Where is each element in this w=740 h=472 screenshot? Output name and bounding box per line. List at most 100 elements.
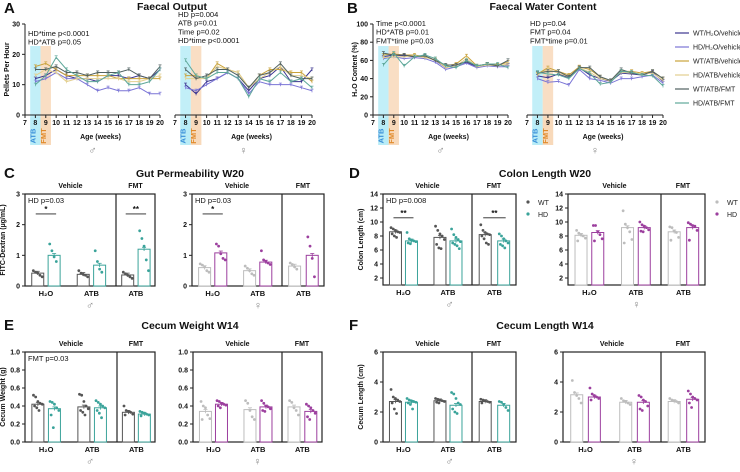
x-tick-label: 14 (596, 120, 604, 127)
data-point (598, 233, 602, 237)
y-tick-label: 20 (12, 52, 20, 59)
group-header-fmt: FMT (487, 341, 502, 348)
data-point (502, 237, 506, 241)
y-tick-label: 12 (370, 206, 378, 213)
x-tick-label: 10 (52, 120, 60, 127)
data-point (126, 410, 130, 413)
bar-hd (404, 240, 418, 286)
data-point (79, 271, 83, 275)
bar-hd (214, 403, 228, 443)
data-point (123, 413, 127, 417)
data-point (139, 414, 143, 418)
x-axis-label: Age (weeks) (80, 134, 121, 141)
category-label: H₂O (582, 288, 597, 297)
data-point (695, 398, 699, 402)
significance-label: ** (133, 205, 140, 214)
data-point (215, 399, 219, 402)
legend-label: WT/ATB/vehicle (693, 59, 740, 66)
data-point (442, 238, 446, 241)
group-header-fmt: FMT (676, 183, 691, 190)
data-point (480, 234, 484, 238)
data-point (481, 398, 485, 402)
data-point (142, 411, 146, 415)
data-point (205, 269, 209, 273)
y-tick-label: 2 (559, 276, 563, 283)
plot-frame (191, 193, 325, 287)
data-point (201, 404, 205, 408)
category-label: ATB (676, 288, 691, 297)
data-point (50, 401, 54, 404)
stat-annotation: HD*ATB p=0.05 (28, 38, 81, 47)
data-point (628, 403, 632, 406)
y-tick-label: 10 (555, 220, 563, 227)
bar-wt (243, 409, 257, 443)
y-tick-label: 3 (183, 192, 187, 199)
bar-hd (47, 408, 61, 443)
sex-symbol: ♂ (445, 456, 453, 468)
data-point (626, 401, 630, 405)
panel-letter: B (347, 0, 358, 17)
bar-wt (388, 231, 402, 286)
data-point (407, 237, 411, 241)
stat-annotation: HD p=0.03 (195, 196, 231, 205)
data-point (691, 224, 695, 227)
y-tick-label: 0.6 (10, 386, 20, 393)
stat-annotation: Time p=0.02 (178, 27, 220, 36)
data-point (405, 397, 409, 400)
y-tick-label: 2 (183, 222, 187, 229)
group-header-vehicle: Vehicle (58, 183, 82, 190)
group-header-vehicle: Vehicle (600, 341, 624, 348)
band-label: ATB (179, 128, 188, 143)
stat-annotation: FMT p=0.03 (28, 354, 69, 363)
y-tick-label: 80 (360, 40, 368, 47)
data-point (642, 224, 646, 228)
data-point (34, 395, 38, 399)
data-point (306, 235, 310, 239)
x-tick-label: 13 (83, 120, 91, 127)
stat-annotation: HD*time p<0.0001 (178, 36, 240, 45)
bar-wt (198, 267, 212, 287)
data-point (206, 413, 210, 417)
data-point (411, 407, 414, 411)
legend-label: WT/ATB/FMT (693, 87, 736, 94)
data-point (686, 221, 690, 225)
data-point (570, 379, 574, 382)
panel-letter: C (4, 165, 15, 182)
data-point (98, 267, 102, 271)
data-point (37, 409, 41, 412)
data-point (390, 232, 394, 236)
y-axis-label: Pellets Per Hour (4, 42, 11, 96)
data-point (630, 238, 634, 241)
data-point (50, 249, 54, 253)
group-header-vehicle: Vehicle (225, 341, 249, 348)
bar-wt (478, 401, 492, 443)
panel-letter: E (4, 317, 14, 334)
chart-title: Faecal Water Content (490, 1, 597, 13)
y-tick-label: 20 (360, 94, 368, 101)
data-point (48, 400, 52, 403)
treatment-band-label-bg (180, 117, 191, 145)
data-point (40, 402, 44, 406)
stat-annotation: HD p=0.008 (386, 196, 426, 205)
data-point (575, 229, 579, 232)
x-tick-label: 13 (586, 120, 594, 127)
y-tick-label: 0 (554, 440, 558, 447)
data-point (479, 223, 483, 227)
bar-hd (686, 398, 700, 443)
stat-annotation: HD p=0.03 (28, 196, 64, 205)
group-header-fmt: FMT (129, 341, 144, 348)
data-point (86, 275, 90, 279)
data-point (144, 258, 148, 262)
y-tick-label: 6 (374, 350, 378, 357)
data-point (579, 401, 583, 405)
plot-frame (567, 193, 706, 286)
y-tick-label: 4 (374, 262, 378, 269)
x-tick-label: 17 (276, 120, 284, 127)
data-point (248, 409, 252, 412)
data-point (38, 273, 42, 277)
data-point (440, 234, 444, 238)
data-point (622, 399, 625, 403)
x-axis-label: Age (weeks) (428, 134, 469, 141)
group-header-fmt: FMT (296, 183, 311, 190)
data-point (128, 275, 132, 279)
